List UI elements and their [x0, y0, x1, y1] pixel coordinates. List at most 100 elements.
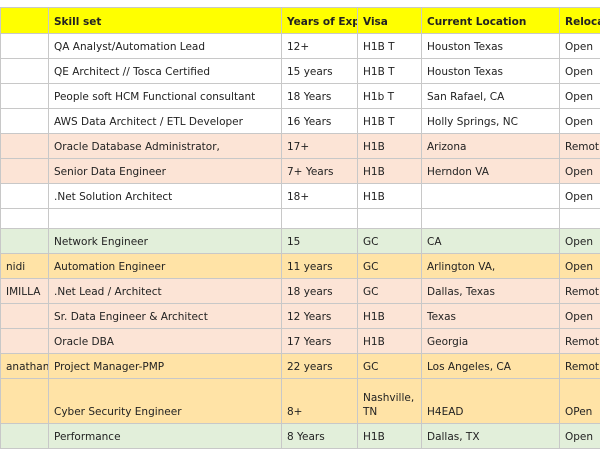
cell[interactable]: H1b T — [357, 83, 422, 109]
cell[interactable]: 22 years — [281, 353, 358, 379]
cell[interactable]: 7+ Years — [281, 158, 358, 184]
cell[interactable]: Remot — [559, 328, 600, 354]
cell[interactable]: GC — [357, 353, 422, 379]
cell[interactable]: 8+ — [281, 378, 358, 424]
cell[interactable]: H1B T — [357, 108, 422, 134]
cell[interactable]: Skill set — [48, 7, 282, 34]
cell[interactable]: Nashville, TN — [357, 378, 422, 424]
cell[interactable]: Sr. Data Engineer & Architect — [48, 303, 282, 329]
cell[interactable]: .Net Lead / Architect — [48, 278, 282, 304]
cell[interactable]: Texas — [421, 303, 560, 329]
cell[interactable]: 11 years — [281, 253, 358, 279]
cell[interactable]: Visa — [357, 7, 422, 34]
cell[interactable]: Open — [559, 83, 600, 109]
cell[interactable]: Open — [559, 423, 600, 449]
cell[interactable]: Network Engineer — [48, 228, 282, 254]
cell[interactable] — [0, 328, 49, 354]
cell[interactable] — [559, 208, 600, 229]
cell[interactable] — [0, 58, 49, 84]
cell[interactable]: San Rafael, CA — [421, 83, 560, 109]
cell[interactable]: Reloca — [559, 7, 600, 34]
cell[interactable] — [0, 228, 49, 254]
cell[interactable]: Oracle Database Administrator, — [48, 133, 282, 159]
cell[interactable]: Open — [559, 108, 600, 134]
cell[interactable]: Senior Data Engineer — [48, 158, 282, 184]
cell[interactable]: 16 Years — [281, 108, 358, 134]
cell[interactable]: GC — [357, 278, 422, 304]
cell[interactable] — [0, 208, 49, 229]
cell[interactable] — [0, 303, 49, 329]
cell[interactable]: Houston Texas — [421, 58, 560, 84]
cell[interactable]: 18+ — [281, 183, 358, 209]
cell[interactable] — [281, 208, 358, 229]
cell[interactable] — [0, 423, 49, 449]
cell[interactable]: QA Analyst/Automation Lead — [48, 33, 282, 59]
cell[interactable] — [421, 183, 560, 209]
cell[interactable]: Current Location — [421, 7, 560, 34]
cell[interactable]: H1B — [357, 183, 422, 209]
cell[interactable]: H1B — [357, 303, 422, 329]
cell[interactable]: 17+ — [281, 133, 358, 159]
cell[interactable]: Open — [559, 183, 600, 209]
cell[interactable]: Arlington VA, — [421, 253, 560, 279]
cell[interactable]: Dallas, TX — [421, 423, 560, 449]
cell[interactable]: Oracle DBA — [48, 328, 282, 354]
cell[interactable]: 12 Years — [281, 303, 358, 329]
cell[interactable]: Arizona — [421, 133, 560, 159]
cell[interactable]: Herndon VA — [421, 158, 560, 184]
cell[interactable]: 18 years — [281, 278, 358, 304]
cell[interactable]: Remot — [559, 353, 600, 379]
cell[interactable]: H4EAD — [421, 378, 560, 424]
cell[interactable] — [0, 378, 49, 424]
cell[interactable]: 8 Years — [281, 423, 358, 449]
cell[interactable]: .Net Solution Architect — [48, 183, 282, 209]
cell[interactable]: OPen — [559, 378, 600, 424]
cell[interactable] — [0, 158, 49, 184]
cell[interactable]: Dallas, Texas — [421, 278, 560, 304]
cell[interactable]: Holly Springs, NC — [421, 108, 560, 134]
cell[interactable]: Georgia — [421, 328, 560, 354]
cell[interactable]: Project Manager-PMP — [48, 353, 282, 379]
cell[interactable]: GC — [357, 253, 422, 279]
cell[interactable] — [48, 208, 282, 229]
cell[interactable] — [0, 183, 49, 209]
cell[interactable]: 15 years — [281, 58, 358, 84]
cell[interactable]: 17 Years — [281, 328, 358, 354]
cell[interactable] — [421, 208, 560, 229]
cell[interactable]: Los Angeles, CA — [421, 353, 560, 379]
cell[interactable]: Remot — [559, 278, 600, 304]
cell[interactable] — [0, 83, 49, 109]
cell[interactable]: AWS Data Architect / ETL Developer — [48, 108, 282, 134]
cell[interactable]: H1B T — [357, 58, 422, 84]
cell[interactable] — [0, 7, 49, 34]
cell[interactable]: H1B — [357, 328, 422, 354]
cell[interactable]: QE Architect // Tosca Certified — [48, 58, 282, 84]
cell[interactable]: Remot — [559, 133, 600, 159]
cell[interactable]: Performance — [48, 423, 282, 449]
cell[interactable] — [0, 33, 49, 59]
cell[interactable]: Open — [559, 228, 600, 254]
cell[interactable]: Open — [559, 158, 600, 184]
cell[interactable]: Houston Texas — [421, 33, 560, 59]
cell[interactable]: Open — [559, 33, 600, 59]
cell[interactable]: Open — [559, 303, 600, 329]
cell[interactable] — [0, 133, 49, 159]
cell[interactable]: nidi — [0, 253, 49, 279]
cell[interactable]: IMILLA — [0, 278, 49, 304]
cell[interactable]: CA — [421, 228, 560, 254]
cell[interactable]: 15 — [281, 228, 358, 254]
cell[interactable]: Automation Engineer — [48, 253, 282, 279]
cell[interactable]: Years of Exp. — [281, 7, 358, 34]
cell[interactable] — [0, 108, 49, 134]
cell[interactable]: H1B T — [357, 33, 422, 59]
cell[interactable]: anathan — [0, 353, 49, 379]
cell[interactable]: H1B — [357, 158, 422, 184]
cell[interactable]: GC — [357, 228, 422, 254]
cell[interactable]: Open — [559, 58, 600, 84]
cell[interactable]: Cyber Security Engineer — [48, 378, 282, 424]
cell[interactable] — [357, 208, 422, 229]
cell[interactable]: 12+ — [281, 33, 358, 59]
cell[interactable]: People soft HCM Functional consultant — [48, 83, 282, 109]
cell[interactable]: H1B — [357, 133, 422, 159]
cell[interactable]: Open — [559, 253, 600, 279]
